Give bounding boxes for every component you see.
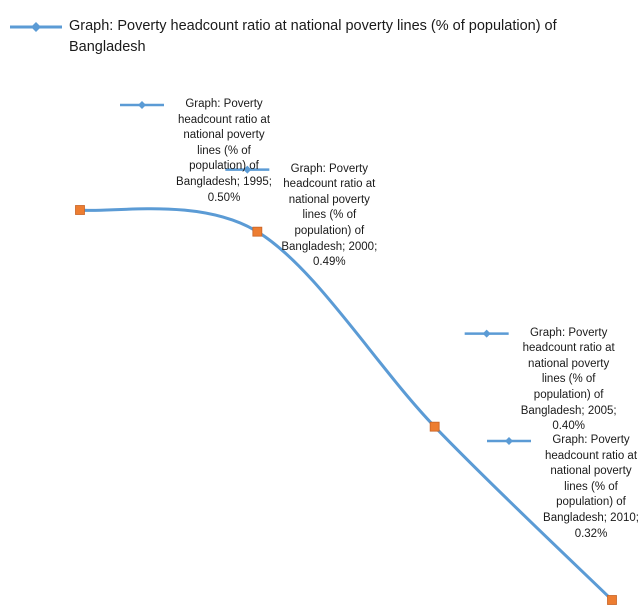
data-label-key-marker-2000 [243, 165, 252, 174]
legend-label: Graph: Poverty headcount ratio at nation… [69, 18, 557, 55]
data-label-line: Graph: Poverty [552, 434, 630, 446]
data-label-line: national poverty [183, 129, 265, 142]
data-label-line: 0.49% [313, 256, 346, 269]
data-point-2010 [607, 595, 617, 605]
data-label-line: population) of [556, 496, 626, 509]
data-label-line: lines (% of [302, 209, 357, 222]
data-label-line: Bangladesh; 2010; [543, 511, 639, 524]
data-label-line: 0.50% [207, 191, 241, 204]
data-label-line: population) of [189, 160, 259, 173]
data-label-line: Bangladesh; 1995; [176, 175, 272, 188]
data-label-line: headcount ratio at [522, 342, 615, 355]
data-label-line: headcount ratio at [544, 449, 638, 462]
data-label-line: Graph: Poverty [529, 326, 608, 339]
data-label-line: headcount ratio at [177, 113, 271, 126]
data-label-line: 0.40% [552, 420, 585, 433]
data-label-line: lines (% of [541, 373, 596, 386]
data-point-2005 [429, 421, 440, 432]
data-label-key-marker-2005 [482, 329, 491, 338]
data-label-line: population) of [294, 225, 365, 238]
data-label-key-marker-2010 [505, 437, 513, 445]
data-label-line: Bangladesh; 2005; [520, 404, 617, 417]
data-label-line: lines (% of [564, 480, 618, 493]
data-label-line: national poverty [288, 193, 370, 206]
data-label-2010: Graph: Poverty headcount ratio at national… [527, 433, 643, 542]
data-label-2000: Graph: Poverty headcount ratio at national… [265, 162, 393, 271]
data-label-line: lines (% of [197, 144, 251, 157]
data-label-line: 0.32% [574, 527, 608, 540]
data-label-line: national poverty [550, 465, 632, 478]
data-label-line: national poverty [528, 357, 610, 370]
data-label-1995: Graph: Poverty headcount ratio at national… [160, 97, 288, 206]
data-label-line: Graph: Poverty [290, 162, 368, 175]
data-label-line: population) of [533, 389, 604, 402]
legend-swatch-marker [31, 22, 41, 32]
data-point-2000 [252, 226, 263, 237]
data-point-1995 [75, 205, 85, 215]
series-line [79, 207, 614, 602]
data-label-line: headcount ratio at [283, 178, 376, 191]
data-label-line: Bangladesh; 2000; [281, 240, 378, 253]
data-label-key-marker-1995 [138, 101, 146, 109]
data-label-line: Graph: Poverty [185, 98, 263, 110]
data-label-2005: Graph: Poverty headcount ratio at national… [505, 326, 633, 435]
